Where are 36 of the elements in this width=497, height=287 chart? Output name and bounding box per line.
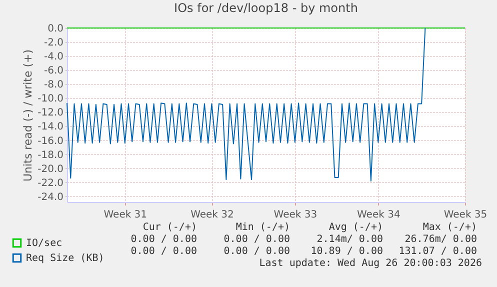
text: Max (-/+) xyxy=(422,222,477,233)
y-tick-label: -16.0 xyxy=(38,136,64,147)
text: 10.89 / 0.00 xyxy=(310,246,383,257)
chart-title: IOs for /dev/loop18 - by month xyxy=(174,1,358,15)
y-tick-label: 0.0 xyxy=(48,24,64,34)
y-tick-label: -8.0 xyxy=(44,80,64,91)
legend-label: IO/sec xyxy=(26,238,62,249)
y-tick-label: -2.0 xyxy=(44,38,64,49)
y-tick-label: -12.0 xyxy=(38,108,64,119)
text: 0.00 / 0.00 xyxy=(130,246,197,257)
legend-label: Req Size (KB) xyxy=(26,253,104,264)
y-tick-label: -22.0 xyxy=(38,178,64,189)
text: Cur (-/+) xyxy=(142,222,197,233)
y-tick-label: -14.0 xyxy=(38,122,64,133)
y-tick-label: -24.0 xyxy=(38,192,64,203)
x-tick-label: Week 33 xyxy=(274,210,318,220)
text: 0.00 / 0.00 xyxy=(224,234,290,245)
x-tick-label: Week 32 xyxy=(190,210,234,220)
text: Avg (-/+) xyxy=(328,222,383,233)
text: 2.14m/ 0.00 xyxy=(316,234,383,245)
x-tick-label: Week 34 xyxy=(357,210,400,220)
y-axis-title: Units read (-) / write (+) xyxy=(22,49,35,182)
text: 0.00 / 0.00 xyxy=(130,234,197,245)
line-series xyxy=(66,28,426,182)
text: 131.07 / 0.00 xyxy=(398,246,477,257)
x-tick-label: Week 31 xyxy=(104,210,148,220)
y-tick-label: -6.0 xyxy=(44,66,64,77)
y-tick-label: -18.0 xyxy=(38,150,64,161)
text: 0.00 / 0.00 xyxy=(224,246,290,257)
y-tick-label: -20.0 xyxy=(38,164,64,175)
text: Last update: Wed Aug 26 20:00:03 2026 xyxy=(259,258,482,269)
y-tick-label: -10.0 xyxy=(38,94,64,105)
text: Min (-/+) xyxy=(236,222,290,233)
text: 26.76m/ 0.00 xyxy=(404,234,477,245)
x-tick-label: Week 35 xyxy=(444,210,488,220)
y-tick-label: -4.0 xyxy=(44,52,64,63)
